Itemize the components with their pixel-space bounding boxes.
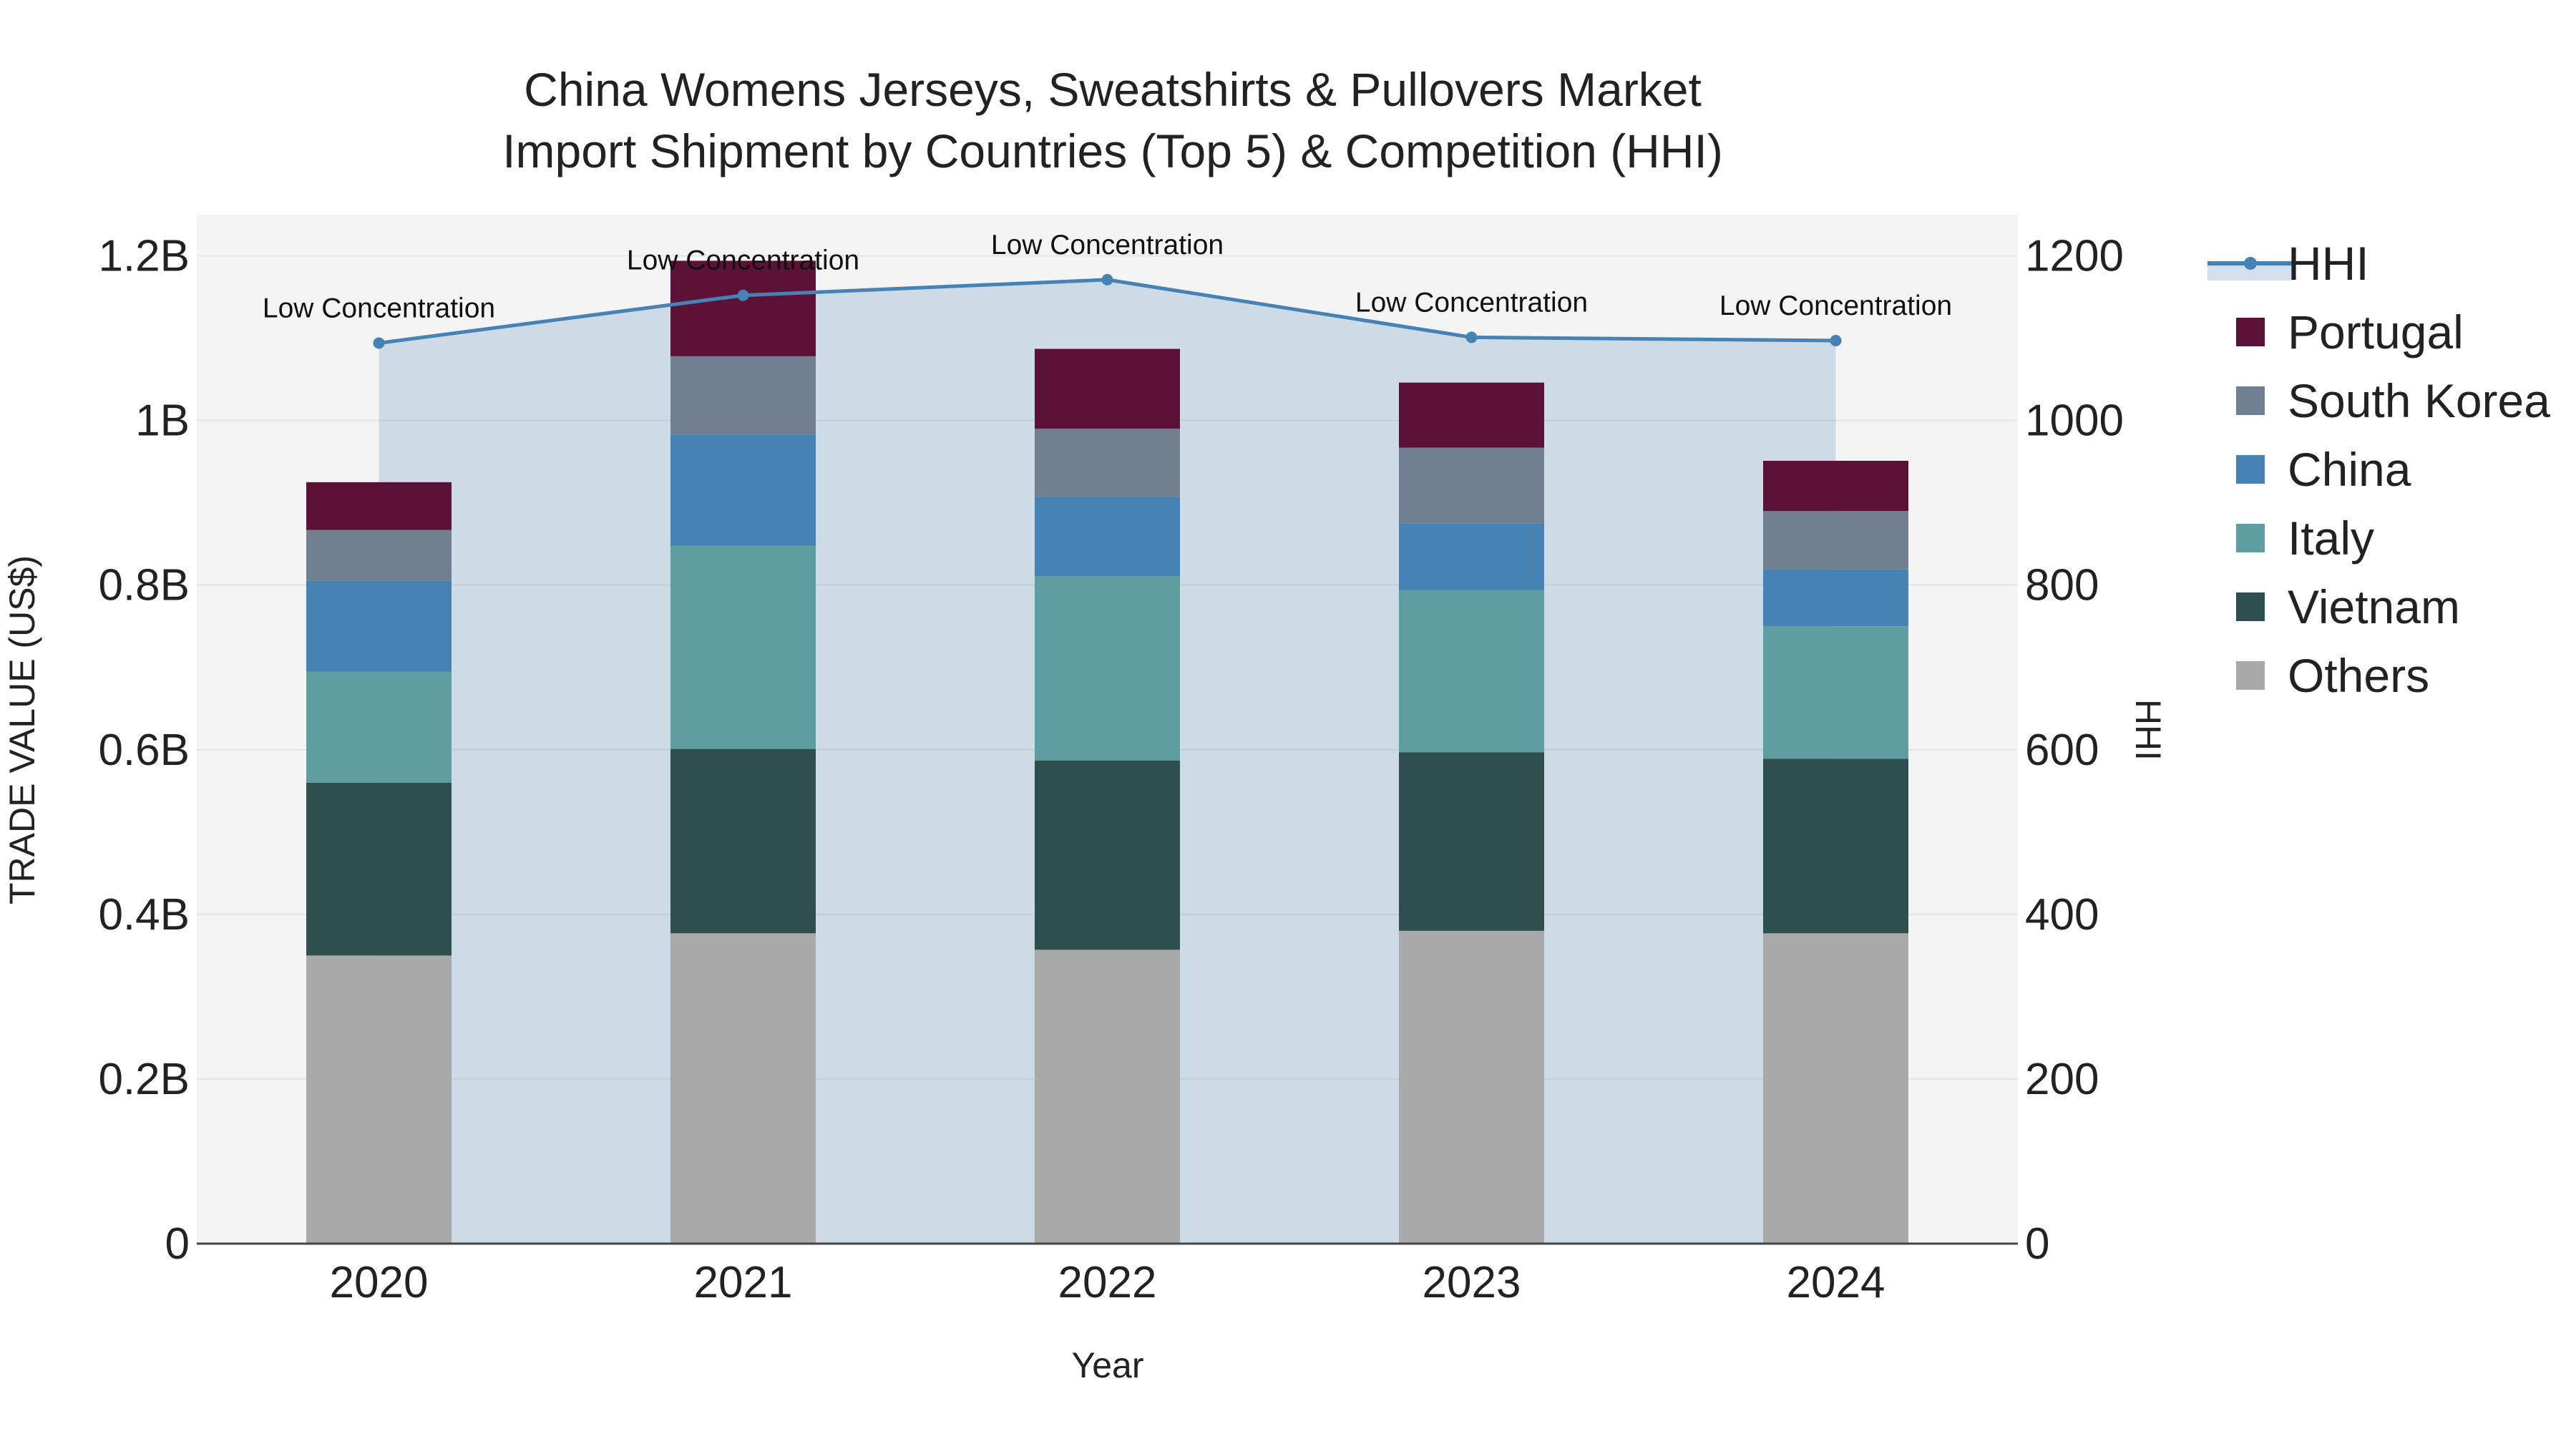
x-tick-label-2022: 2022 (1058, 1258, 1157, 1307)
hhi-annotation-2024: Low Concentration (1719, 291, 1952, 321)
hhi-point-2024[interactable] (1830, 335, 1842, 347)
y-tick-label: 0 (165, 1219, 190, 1269)
y2-tick-label: 200 (2025, 1055, 2099, 1104)
x-tick-label-2023: 2023 (1423, 1258, 1521, 1307)
x-axis-title: Year (1071, 1345, 1143, 1385)
bar-south-korea-2021[interactable] (670, 356, 816, 435)
bar-italy-2024[interactable] (1763, 626, 1908, 759)
bar-china-2021[interactable] (670, 434, 816, 546)
bar-italy-2022[interactable] (1035, 576, 1180, 761)
legend-swatch (2236, 661, 2265, 690)
bar-vietnam-2023[interactable] (1399, 752, 1544, 931)
legend-swatch (2236, 455, 2265, 484)
legend-swatch (2236, 318, 2265, 346)
bar-south-korea-2020[interactable] (306, 530, 452, 581)
hhi-point-2021[interactable] (737, 289, 749, 301)
hhi-annotation-2021: Low Concentration (627, 245, 859, 276)
hhi-annotation-2020: Low Concentration (263, 293, 495, 323)
legend-item-china[interactable]: China (2236, 443, 2411, 496)
bar-vietnam-2022[interactable] (1035, 760, 1180, 950)
legend-label: China (2288, 443, 2411, 496)
y-tick-label: 1.2B (98, 232, 190, 281)
x-tick-label-2024: 2024 (1787, 1258, 1885, 1307)
legend-item-portugal[interactable]: Portugal (2236, 306, 2464, 358)
bar-vietnam-2024[interactable] (1763, 758, 1908, 934)
legend-swatch (2236, 592, 2265, 621)
bar-south-korea-2023[interactable] (1399, 447, 1544, 524)
legend-item-south-korea[interactable]: South Korea (2236, 374, 2550, 427)
bar-portugal-2022[interactable] (1035, 348, 1180, 429)
x-tick-label-2020: 2020 (330, 1258, 429, 1307)
bar-portugal-2020[interactable] (306, 482, 452, 530)
y2-tick-label: 800 (2025, 561, 2099, 610)
bar-italy-2020[interactable] (306, 671, 452, 783)
legend-label: Others (2288, 649, 2429, 702)
annotations-group: Low Concentration Low Concentration Low Co… (263, 230, 1952, 324)
legend-item-hhi[interactable]: HHI (2207, 237, 2369, 290)
y2-tick-label: 0 (2025, 1219, 2049, 1269)
bar-china-2023[interactable] (1399, 523, 1544, 590)
legend-item-others[interactable]: Others (2236, 649, 2429, 702)
bar-china-2024[interactable] (1763, 569, 1908, 627)
y-axis-title: TRADE VALUE (US$) (2, 555, 42, 904)
y-tick-label: 0.6B (98, 726, 190, 775)
legend-swatch (2236, 386, 2265, 415)
y-tick-label: 1B (135, 396, 190, 446)
bar-vietnam-2020[interactable] (306, 782, 452, 956)
legend: HHI Portugal South Korea China Italy Vietnam O… (2207, 237, 2550, 702)
bar-others-2022[interactable] (1035, 950, 1180, 1244)
legend-label: Portugal (2288, 306, 2464, 358)
bar-italy-2023[interactable] (1399, 590, 1544, 753)
bar-south-korea-2024[interactable] (1763, 511, 1908, 570)
bar-portugal-2023[interactable] (1399, 382, 1544, 448)
bar-portugal-2024[interactable] (1763, 460, 1908, 512)
bar-south-korea-2022[interactable] (1035, 429, 1180, 497)
bar-portugal-2021[interactable] (670, 260, 816, 356)
x-tick-label-2021: 2021 (694, 1258, 793, 1307)
legend-label: Italy (2288, 512, 2374, 565)
hhi-annotation-2022: Low Concentration (991, 230, 1224, 260)
hhi-point-2023[interactable] (1465, 331, 1478, 343)
bar-others-2023[interactable] (1399, 930, 1544, 1244)
y2-tick-label: 1200 (2025, 232, 2124, 281)
hhi-point-2020[interactable] (373, 337, 385, 349)
bars-group (306, 260, 1908, 1244)
hhi-point-2022[interactable] (1101, 273, 1113, 286)
y2-axis-title: HHI (2128, 699, 2168, 761)
bar-others-2024[interactable] (1763, 933, 1908, 1244)
y-tick-label: 0.8B (98, 561, 190, 610)
legend-label: Vietnam (2288, 580, 2460, 633)
y-tick-label: 0.2B (98, 1055, 190, 1104)
y2-tick-label: 400 (2025, 890, 2099, 940)
hhi-annotation-2023: Low Concentration (1355, 287, 1588, 318)
legend-swatch (2236, 524, 2265, 552)
bar-vietnam-2021[interactable] (670, 748, 816, 934)
legend-item-italy[interactable]: Italy (2236, 512, 2374, 565)
y2-tick-label: 600 (2025, 726, 2099, 775)
chart-title-line2: Import Shipment by Countries (Top 5) & C… (502, 125, 1723, 177)
legend-label: HHI (2288, 237, 2369, 290)
legend-label: South Korea (2288, 374, 2550, 427)
bar-others-2021[interactable] (670, 933, 816, 1244)
y-axis-ticks: 0 0.2B 0.4B 0.6B 0.8B 1B 1.2B (98, 232, 190, 1269)
legend-hhi-marker (2244, 257, 2257, 270)
x-axis-ticks: 2020 2021 2022 2023 2024 (330, 1258, 1885, 1307)
legend-item-vietnam[interactable]: Vietnam (2236, 580, 2460, 633)
y2-tick-label: 1000 (2025, 396, 2124, 446)
y2-axis-ticks: 0 200 400 600 800 1000 1200 (2025, 232, 2124, 1269)
bar-china-2022[interactable] (1035, 497, 1180, 577)
bar-italy-2021[interactable] (670, 545, 816, 749)
bar-china-2020[interactable] (306, 580, 452, 672)
hhi-line-group (373, 273, 1842, 349)
bar-others-2020[interactable] (306, 955, 452, 1244)
y-tick-label: 0.4B (98, 890, 190, 940)
chart-title-line1: China Womens Jerseys, Sweatshirts & Pull… (524, 63, 1702, 116)
